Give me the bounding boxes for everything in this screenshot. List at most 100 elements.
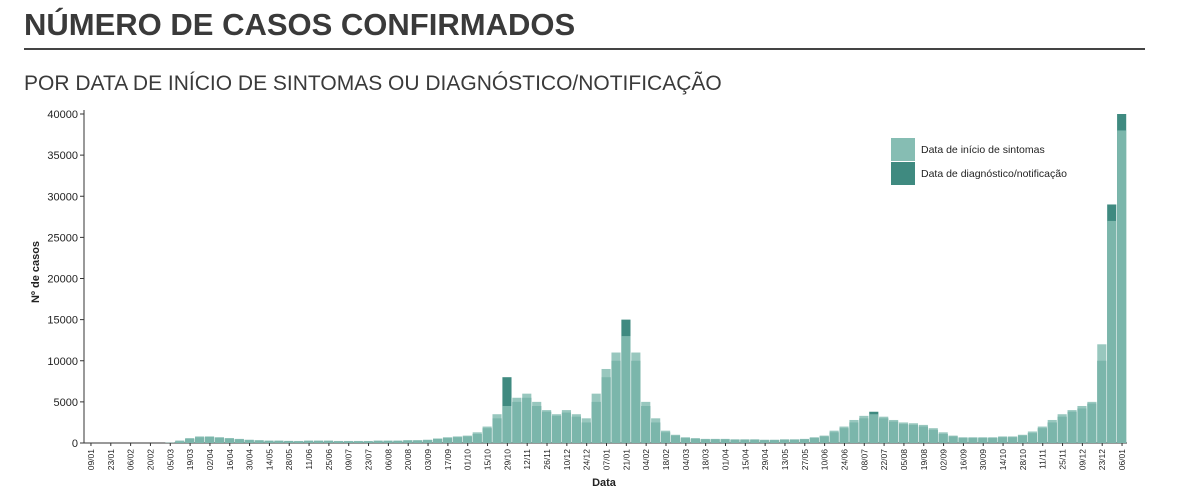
bar bbox=[1008, 436, 1017, 443]
x-tick-label: 29/04 bbox=[760, 449, 770, 471]
x-tick-label: 05/03 bbox=[165, 449, 175, 471]
bar bbox=[334, 441, 343, 443]
bar bbox=[195, 436, 204, 443]
bar bbox=[1038, 427, 1047, 443]
bar bbox=[1048, 420, 1057, 443]
bar bbox=[631, 353, 640, 443]
bar bbox=[433, 438, 442, 443]
bar bbox=[512, 398, 521, 443]
legend-label: Data de diagnóstico/notificação bbox=[921, 168, 1067, 180]
bar bbox=[423, 440, 432, 443]
bar bbox=[274, 441, 283, 443]
bar bbox=[492, 414, 501, 443]
x-tick-label: 04/03 bbox=[681, 449, 691, 471]
bar bbox=[215, 437, 224, 443]
bar bbox=[968, 437, 977, 443]
bar bbox=[264, 441, 273, 443]
chart-subtitle: POR DATA DE INÍCIO DE SINTOMAS OU DIAGNÓ… bbox=[24, 71, 722, 95]
bar bbox=[354, 441, 363, 443]
bar bbox=[929, 428, 938, 443]
bar bbox=[958, 437, 967, 443]
x-tick-label: 10/12 bbox=[562, 449, 572, 471]
x-tick-label: 08/07 bbox=[859, 449, 869, 471]
x-tick-label: 29/10 bbox=[502, 449, 512, 471]
bar bbox=[641, 402, 650, 443]
x-tick-label: 20/02 bbox=[145, 449, 155, 471]
x-tick-label: 18/03 bbox=[701, 449, 711, 471]
bar bbox=[522, 394, 531, 443]
x-tick-label: 24/06 bbox=[839, 449, 849, 471]
bar bbox=[294, 441, 303, 443]
bar bbox=[1028, 431, 1037, 443]
x-tick-label: 01/04 bbox=[720, 449, 730, 471]
bar bbox=[859, 416, 868, 443]
y-tick-label: 5000 bbox=[54, 397, 78, 409]
x-tick-label: 13/05 bbox=[780, 449, 790, 471]
bar bbox=[473, 432, 482, 443]
x-tick-label: 06/01 bbox=[1117, 449, 1127, 471]
bar bbox=[1077, 406, 1086, 443]
bar bbox=[730, 439, 739, 443]
bar bbox=[790, 439, 799, 443]
bar bbox=[483, 427, 492, 443]
x-tick-label: 21/01 bbox=[621, 449, 631, 471]
bar bbox=[255, 440, 264, 443]
x-tick-label: 25/06 bbox=[324, 449, 334, 471]
bar bbox=[800, 439, 809, 443]
bar bbox=[453, 436, 462, 443]
bar bbox=[1117, 130, 1126, 443]
bar bbox=[691, 438, 700, 443]
y-tick-label: 0 bbox=[72, 438, 78, 450]
bar bbox=[849, 420, 858, 443]
bar bbox=[949, 436, 958, 443]
bar bbox=[542, 410, 551, 443]
bar bbox=[245, 440, 254, 443]
x-tick-label: 24/12 bbox=[582, 449, 592, 471]
x-tick-label: 25/11 bbox=[1058, 449, 1068, 470]
bar bbox=[839, 427, 848, 443]
bar bbox=[403, 440, 412, 443]
x-tick-label: 16/04 bbox=[225, 449, 235, 471]
x-tick-label: 05/08 bbox=[899, 449, 909, 471]
bar bbox=[899, 422, 908, 443]
x-tick-label: 22/07 bbox=[879, 449, 889, 471]
bar bbox=[185, 438, 194, 443]
bar bbox=[463, 436, 472, 443]
bar bbox=[1018, 435, 1027, 443]
bar bbox=[611, 353, 620, 443]
x-tick-label: 18/02 bbox=[661, 449, 671, 471]
x-tick-label: 27/05 bbox=[800, 449, 810, 471]
bar bbox=[621, 336, 630, 443]
x-tick-label: 02/09 bbox=[939, 449, 949, 471]
x-tick-label: 30/04 bbox=[245, 449, 255, 471]
x-tick-label: 20/08 bbox=[403, 449, 413, 471]
x-tick-label: 11/11 bbox=[1038, 449, 1048, 469]
x-tick-label: 12/11 bbox=[522, 449, 532, 470]
bar bbox=[939, 432, 948, 443]
bar bbox=[820, 436, 829, 443]
bar bbox=[225, 438, 234, 443]
x-tick-label: 11/06 bbox=[304, 449, 314, 470]
bar bbox=[671, 435, 680, 443]
bar bbox=[1068, 410, 1077, 443]
bar bbox=[780, 439, 789, 443]
legend-swatch bbox=[891, 162, 915, 185]
bar bbox=[413, 440, 422, 443]
x-tick-label: 07/01 bbox=[602, 449, 612, 471]
x-tick-label: 06/02 bbox=[126, 449, 136, 471]
bar bbox=[681, 437, 690, 443]
x-tick-label: 04/02 bbox=[641, 449, 651, 471]
x-tick-label: 19/08 bbox=[919, 449, 929, 471]
x-tick-label: 30/09 bbox=[978, 449, 988, 471]
bar bbox=[552, 414, 561, 443]
x-tick-label: 10/06 bbox=[820, 449, 830, 471]
bar bbox=[869, 414, 878, 443]
y-axis-label: Nº de casos bbox=[30, 241, 42, 303]
y-tick-label: 30000 bbox=[47, 191, 78, 203]
bar bbox=[284, 441, 293, 443]
bar bbox=[393, 441, 402, 443]
x-tick-label: 28/10 bbox=[1018, 449, 1028, 471]
bar bbox=[770, 440, 779, 443]
y-tick-label: 35000 bbox=[47, 150, 78, 162]
